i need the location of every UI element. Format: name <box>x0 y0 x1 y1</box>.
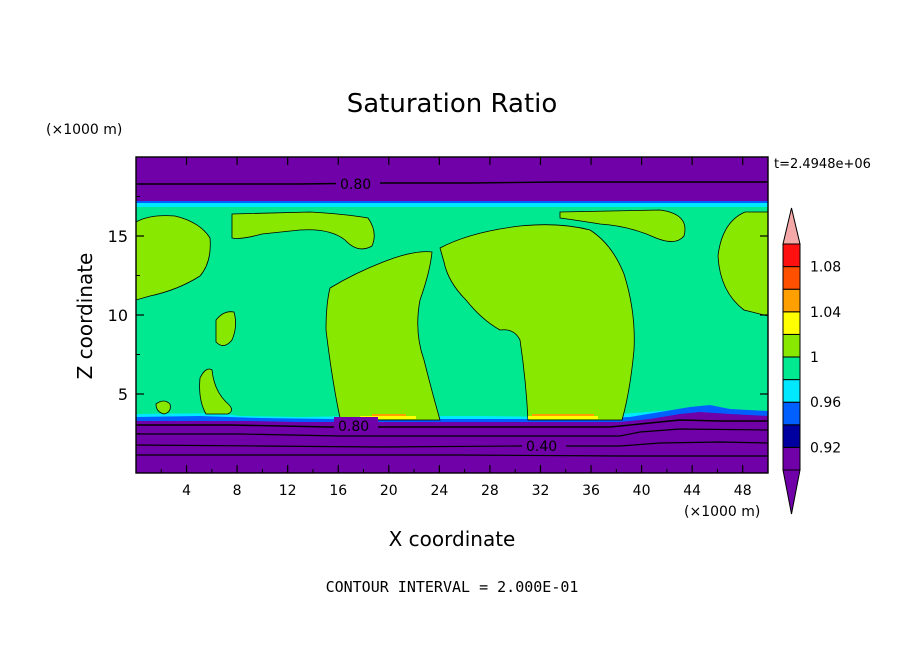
colorbar-segment <box>782 379 801 403</box>
y-tick-label: 10 <box>108 306 128 325</box>
time-label: t=2.4948e+06 <box>774 157 871 172</box>
colorbar-segment <box>782 311 801 335</box>
x-tick-label: 20 <box>380 483 398 499</box>
colorbar-segment <box>782 356 801 381</box>
y-unit-label: (×1000 m) <box>46 122 122 138</box>
contour-line-040 <box>136 441 768 448</box>
colorbar-tick-label: 1.04 <box>810 305 841 321</box>
colorbar-segment <box>782 446 801 471</box>
x-tick-label: 24 <box>430 483 448 499</box>
hotspot-left-yellow <box>360 416 416 419</box>
x-axis-ticks: 4 8 12 16 20 24 28 32 36 40 44 48 <box>160 157 752 499</box>
x-tick-label: 4 <box>182 483 191 499</box>
contour-labels: 0.80 0.80 0.40 <box>334 175 566 455</box>
colorbar-segment <box>782 266 801 290</box>
contour-label-top: 0.80 <box>340 177 371 193</box>
contour-label-lower: 0.80 <box>338 419 369 435</box>
colorbar-over-triangle <box>782 207 801 245</box>
lime-region-left-column <box>325 251 441 421</box>
colorbar-segment <box>782 243 801 268</box>
x-tick-label: 12 <box>279 483 297 499</box>
lime-region-top-band <box>231 211 375 250</box>
colorbar-under-triangle <box>782 469 801 515</box>
lime-region-center-column <box>439 224 635 421</box>
chart-title: Saturation Ratio <box>347 89 558 119</box>
y-tick-label: 5 <box>118 385 128 404</box>
colorbar-segment <box>782 424 801 448</box>
contour-interval-footer: CONTOUR INTERVAL = 2.000E-01 <box>326 578 579 596</box>
lime-region-top-left <box>136 215 211 301</box>
lime-region-top-right <box>717 211 768 317</box>
colorbar-segment <box>782 401 801 426</box>
x-tick-label: 36 <box>582 483 600 499</box>
colorbar-tick-label: 0.92 <box>810 440 841 456</box>
lime-region-top-mid <box>559 209 686 242</box>
contour-line-060 <box>136 428 768 437</box>
colorbar-tick-label: 1.08 <box>810 260 841 276</box>
x-tick-label: 28 <box>481 483 499 499</box>
x-axis-title: X coordinate <box>389 527 516 551</box>
contour-label-bottom: 0.40 <box>526 439 557 455</box>
lime-region-small-left <box>215 311 236 346</box>
colorbar-segment <box>782 288 801 313</box>
x-tick-label: 44 <box>683 483 701 499</box>
upper-blue-band <box>136 201 768 203</box>
x-tick-label: 16 <box>329 483 347 499</box>
colorbar-tick-label: 1 <box>810 350 819 366</box>
x-unit-label: (×1000 m) <box>684 504 760 520</box>
x-tick-label: 8 <box>233 483 242 499</box>
contour-line-080-bottom <box>136 419 768 428</box>
colorbar-segment <box>782 333 801 358</box>
y-axis-ticks: 5 10 15 <box>108 196 768 434</box>
lime-region-lower-left-2 <box>155 400 171 415</box>
x-tick-label: 40 <box>633 483 651 499</box>
contour-line-020 <box>136 454 768 457</box>
colorbar-tick-label: 0.96 <box>810 395 841 411</box>
upper-cyan-band <box>136 202 768 207</box>
y-axis-title: Z coordinate <box>73 253 97 380</box>
colorbar: 0.92 0.96 1 1.04 1.08 <box>782 207 841 515</box>
x-tick-label: 48 <box>734 483 752 499</box>
y-tick-label: 15 <box>108 227 128 246</box>
contour-line-080-top <box>136 181 768 185</box>
lime-region-lower-left <box>199 368 232 415</box>
x-tick-label: 32 <box>532 483 550 499</box>
hotspot-center-yellow <box>528 416 598 419</box>
plot-area <box>136 157 768 473</box>
